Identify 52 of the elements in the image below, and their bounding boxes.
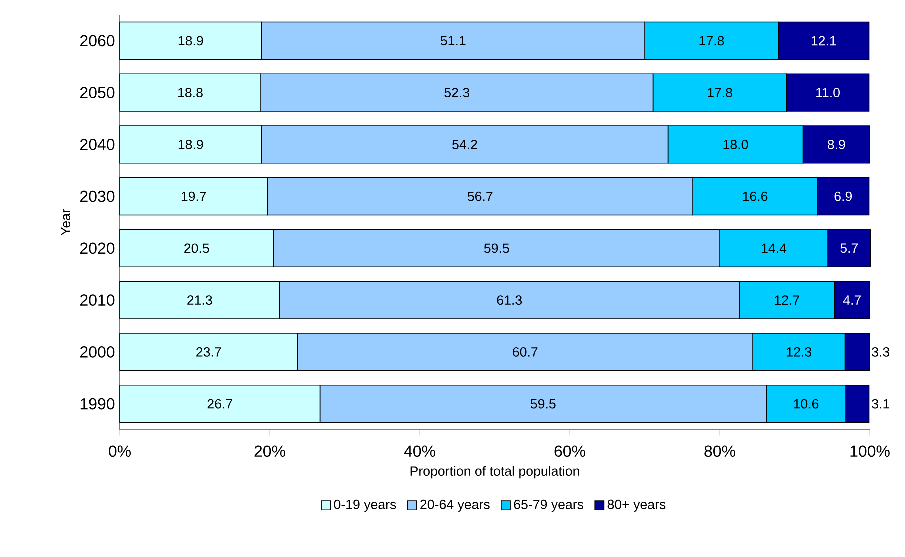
data-label: 18.9 [178, 140, 204, 150]
data-label: 12.7 [775, 296, 800, 305]
data-label: 8.9 [828, 140, 846, 150]
y-tick-label: 2030 [80, 190, 115, 202]
data-label: 18.8 [178, 88, 203, 98]
legend-label: 65-79 years [514, 500, 584, 512]
data-label: 6.9 [834, 192, 852, 202]
legend-label: 20-64 years [420, 500, 490, 512]
data-label: 21.3 [188, 296, 212, 306]
data-label: 10.6 [794, 399, 819, 409]
data-label: 12.1 [812, 36, 836, 46]
y-tick-label: 2020 [80, 242, 115, 254]
x-axis-title: Proportion of total population [410, 466, 580, 479]
y-axis-title: Year [61, 209, 71, 236]
data-label: 17.8 [708, 88, 732, 98]
data-label: 19.7 [182, 192, 206, 202]
data-label: 14.4 [762, 244, 787, 254]
data-label: 16.6 [743, 192, 768, 202]
data-label: 18.9 [178, 36, 204, 46]
data-label: 59.5 [484, 244, 510, 254]
x-tick-label: 0% [109, 446, 131, 458]
data-label: 17.8 [700, 36, 724, 46]
data-label: 54.2 [452, 140, 478, 150]
data-label: 3.1 [872, 399, 890, 409]
data-label: 3.3 [872, 347, 890, 357]
data-label: 61.3 [497, 296, 522, 306]
x-tick-label: 20% [254, 446, 286, 458]
x-tick-label: 100% [850, 446, 890, 458]
legend-label: 80+ years [608, 500, 666, 512]
data-label: 11.0 [816, 88, 840, 98]
data-label: 52.3 [444, 88, 470, 98]
x-tick-label: 80% [704, 446, 736, 458]
data-label: 12.3 [787, 347, 812, 357]
data-label: 26.7 [208, 399, 232, 409]
y-tick-label: 2010 [80, 294, 115, 306]
data-label: 51.1 [440, 36, 466, 46]
y-tick-label: 2050 [80, 87, 115, 98]
y-tick-label: 2040 [80, 139, 115, 150]
data-label: 18.0 [724, 140, 748, 150]
x-tick-label: 40% [404, 446, 436, 458]
data-label: 4.7 [843, 296, 861, 305]
data-label: 23.7 [196, 347, 222, 357]
y-tick-label: 2060 [80, 35, 115, 47]
x-tick-label: 60% [554, 446, 586, 458]
data-label: 60.7 [513, 347, 538, 357]
y-tick-label: 1990 [80, 398, 115, 410]
data-label: 59.5 [530, 399, 556, 409]
legend-label: 0-19 years [334, 500, 396, 512]
data-label: 5.7 [840, 244, 858, 254]
data-label: 20.5 [184, 244, 210, 254]
data-label: 56.7 [468, 192, 493, 202]
y-tick-label: 2000 [80, 346, 115, 358]
